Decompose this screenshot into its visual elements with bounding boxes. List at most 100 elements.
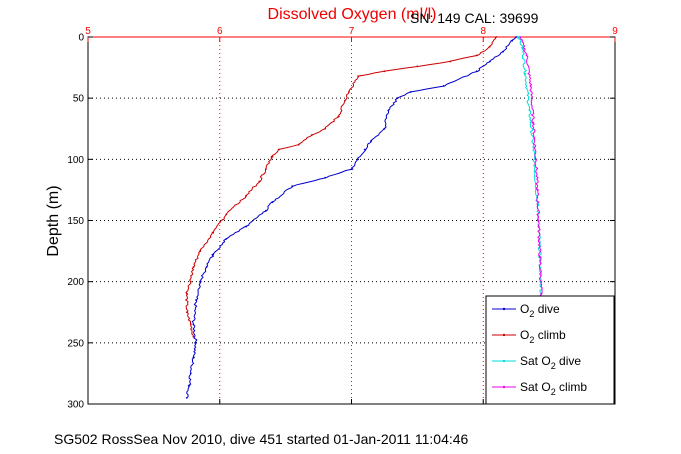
legend-item: Sat O2 dive <box>492 354 581 371</box>
data-point-o2-climb <box>344 99 346 102</box>
legend-label: Sat O2 dive <box>520 354 581 371</box>
data-point-o2-dive <box>195 299 197 301</box>
data-point-o2-climb <box>192 266 195 268</box>
data-point-o2-dive <box>387 109 390 112</box>
legend-item: O2 dive <box>492 302 560 319</box>
data-point-o2-dive <box>199 280 201 283</box>
y-tick-label: 100 <box>67 155 84 166</box>
legend-swatch-point <box>502 359 506 363</box>
data-point-o2-climb <box>185 311 188 314</box>
data-point-o2-climb <box>357 75 359 77</box>
data-point-o2-climb <box>324 127 326 130</box>
y-tick-label: 150 <box>67 216 84 227</box>
y-tick-label: 200 <box>67 277 84 288</box>
data-point-o2-climb <box>212 231 215 234</box>
x-tick-label: 8 <box>480 26 486 37</box>
data-point-sat-o2-climb <box>529 85 532 87</box>
x-ticks: 5 6 7 8 9 <box>85 26 618 404</box>
data-point-o2-climb <box>383 70 386 73</box>
data-point-o2-climb <box>297 143 300 146</box>
data-point-sat-o2-dive <box>521 48 524 51</box>
data-point-o2-climb <box>192 335 195 338</box>
legend-label: O2 climb <box>520 328 566 345</box>
data-point-o2-climb <box>449 60 452 63</box>
data-point-o2-dive <box>357 158 359 161</box>
data-point-sat-o2-dive <box>532 146 535 149</box>
data-point-o2-climb <box>225 213 228 216</box>
y-axis-label: Depth (m) <box>45 185 62 256</box>
data-point-o2-dive <box>291 185 294 188</box>
data-point-o2-climb <box>271 156 274 158</box>
data-point-o2-dive <box>442 85 445 87</box>
data-point-sat-o2-climb <box>535 158 537 161</box>
legend-label: O2 dive <box>520 302 560 319</box>
data-point-o2-dive <box>189 372 192 375</box>
y-ticks: 0 50 100 150 200 250 300 <box>67 33 615 411</box>
data-point-o2-dive <box>265 209 267 212</box>
data-point-o2-climb <box>258 180 261 183</box>
data-point-o2-climb <box>416 65 419 68</box>
data-point-o2-dive <box>324 176 326 179</box>
chart-title: Dissolved Oxygen (ml/l) <box>268 6 437 23</box>
legend-swatch-point <box>502 307 506 311</box>
data-point-o2-climb <box>245 195 248 197</box>
legend-box <box>485 295 615 405</box>
data-point-o2-dive <box>205 266 208 268</box>
data-point-o2-dive <box>225 238 228 240</box>
data-point-o2-climb <box>495 36 498 38</box>
data-point-o2-climb <box>278 148 280 151</box>
y-tick-label: 250 <box>67 338 84 349</box>
x-tick-label: 5 <box>85 26 91 37</box>
data-point-o2-climb <box>348 91 350 93</box>
data-point-o2-dive <box>185 397 188 399</box>
y-tick-label: 300 <box>67 400 84 411</box>
legend: O2 dive O2 climb Sat O2 dive Sat O2 climb <box>485 295 615 405</box>
data-point-o2-climb <box>189 323 192 326</box>
data-point-o2-dive <box>212 253 215 256</box>
data-point-o2-dive <box>195 341 197 344</box>
data-point-o2-dive <box>409 91 412 93</box>
data-point-sat-o2-dive <box>517 36 520 38</box>
data-point-sat-o2-climb <box>537 219 540 222</box>
data-point-sat-o2-dive <box>528 109 531 112</box>
data-point-o2-dive <box>192 323 195 326</box>
data-point-o2-climb <box>265 168 267 171</box>
data-point-o2-dive <box>475 70 478 73</box>
x-tick-label: 9 <box>612 26 618 37</box>
legend-swatch-point <box>502 333 506 337</box>
data-point-o2-climb <box>185 293 188 295</box>
legend-label: Sat O2 climb <box>520 380 587 397</box>
data-point-o2-dive <box>271 201 274 204</box>
chart-subtitle: SN: 149 CAL: 39699 <box>410 10 539 26</box>
data-point-o2-climb <box>189 280 192 283</box>
data-point-sat-o2-dive <box>524 72 527 75</box>
data-point-sat-o2-climb <box>539 256 541 259</box>
data-point-o2-dive <box>350 168 353 171</box>
y-tick-label: 0 <box>78 33 84 44</box>
data-point-sat-o2-climb <box>519 36 521 38</box>
data-point-o2-dive <box>396 97 399 100</box>
series-line-o2-climb <box>184 36 497 337</box>
data-point-o2-climb <box>488 45 491 48</box>
x-tick-label: 6 <box>217 26 223 37</box>
data-point-sat-o2-climb <box>525 54 528 57</box>
data-point-o2-dive <box>245 225 248 228</box>
data-point-o2-dive <box>511 39 514 42</box>
data-point-o2-dive <box>488 60 491 63</box>
data-point-sat-o2-climb <box>532 121 535 124</box>
data-point-o2-dive <box>383 127 386 130</box>
data-point-o2-dive <box>502 50 504 53</box>
x-tick-label: 7 <box>349 26 355 37</box>
data-point-o2-climb <box>475 54 478 57</box>
data-point-o2-climb <box>311 134 313 136</box>
data-point-o2-dive <box>515 36 518 38</box>
series-line-o2-dive <box>186 36 517 399</box>
y-tick-label: 50 <box>73 94 85 105</box>
data-point-o2-climb <box>337 115 340 118</box>
data-point-o2-dive <box>363 148 366 151</box>
data-point-sat-o2-climb <box>540 293 543 295</box>
data-point-sat-o2-climb <box>536 189 539 191</box>
data-point-o2-dive <box>188 384 191 387</box>
data-point-o2-climb <box>199 250 201 253</box>
